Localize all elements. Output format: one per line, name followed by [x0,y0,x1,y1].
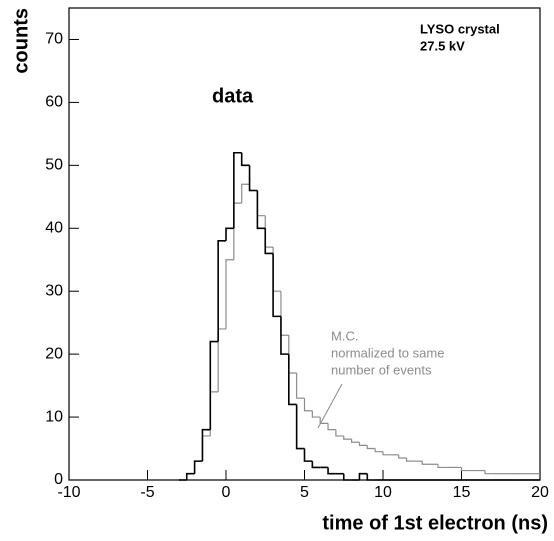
histogram-bin [484,470,493,475]
histogram-bin [327,423,336,431]
x-tick-label: 20 [531,484,549,501]
histogram-bin [256,190,266,230]
histogram-bin [398,454,407,459]
mc-label: M.C. [331,328,358,343]
y-tick-label: 20 [45,345,63,362]
histogram-bin [240,152,250,167]
histogram-bin [217,328,226,392]
histogram-bin [296,373,305,399]
x-tick-label: 15 [453,484,471,501]
histogram-bin [295,404,305,450]
x-tick-label: 0 [222,484,231,501]
histogram-bin [358,442,368,446]
histogram-bin [209,340,219,430]
histogram-bin [248,184,258,192]
histogram-bin [225,259,234,329]
histogram-bin [351,439,360,443]
histogram-bin [405,457,415,462]
x-tick-label: 10 [374,484,392,501]
histogram-bin [209,391,219,436]
y-tick-label: 70 [45,31,63,48]
y-tick-label: 0 [54,471,63,488]
histogram-bin [374,448,383,453]
histogram-bin [194,460,203,474]
y-tick-label: 40 [45,219,63,236]
histogram-bin [366,445,376,450]
histogram-bin [186,473,195,480]
histogram-bin [288,354,297,406]
histogram-bin [311,461,321,469]
histogram-bin [264,215,274,248]
info-note: LYSO crystal [420,21,500,36]
histogram-bin [272,247,281,292]
histogram-bin [201,428,211,462]
histogram-bin [217,240,226,342]
y-tick-label: 60 [45,94,63,111]
histogram-bin [288,335,297,374]
histogram-bin [241,183,250,204]
histogram-bin [233,151,242,229]
histogram-bin [335,429,344,437]
y-tick-label: 10 [45,408,63,425]
histogram-bin [193,460,203,474]
histogram-bin [421,461,431,465]
histogram-bin [185,472,195,480]
histogram-bin [280,291,289,336]
histogram-bin [358,472,368,480]
histogram-bin [437,464,446,469]
histogram-bin [256,190,266,217]
histogram-bin [280,316,289,355]
histogram-bin [233,202,242,260]
histogram-bin [201,435,211,462]
histogram-bin [342,473,352,481]
x-tick-label: -5 [140,484,154,501]
data-label: data [212,85,254,107]
histogram-bin [460,467,470,472]
mc-note: normalized to same [331,345,444,360]
histogram-bin [303,398,313,412]
y-axis-title: counts [10,8,32,74]
histogram-bin [327,467,336,475]
mc-note: number of events [331,362,432,377]
y-tick-label: 50 [45,157,63,174]
histogram-bin [248,165,258,192]
histogram-bin [272,253,281,318]
histogram-bin [343,435,352,440]
x-tick-label: -10 [57,484,80,501]
histogram-bin [303,448,313,462]
histogram-bin [382,451,391,456]
histogram-bin [311,410,321,418]
y-tick-label: 30 [45,282,63,299]
histogram-bin [264,228,274,255]
histogram-bin [319,417,329,424]
histogram-bin [366,473,376,481]
x-tick-label: 5 [300,484,309,501]
mc-arrow [317,383,343,429]
x-axis-title: time of 1st electron (ns) [322,512,548,534]
histogram-bin [225,227,234,241]
info-note: 27.5 kV [420,38,465,53]
